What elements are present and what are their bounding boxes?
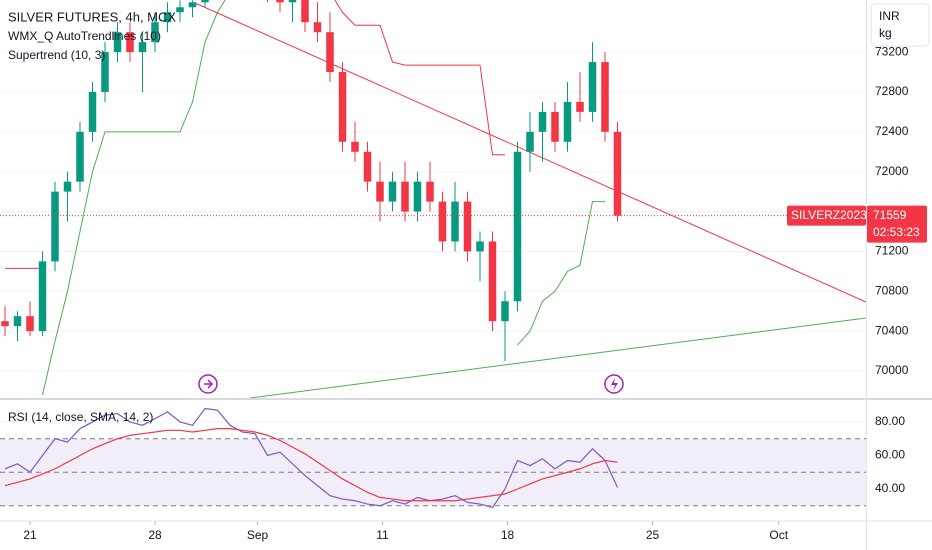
y-tick-label: 70400: [875, 323, 909, 337]
candle-body: [338, 72, 347, 142]
candle-body: [201, 0, 209, 3]
y-tick-label: 72000: [875, 164, 909, 178]
y-tick-label: 72800: [875, 84, 909, 98]
axes: 7000070400708007120071600720007240072800…: [23, 44, 927, 542]
y-tick-label: 70800: [875, 283, 909, 297]
candle-body: [188, 2, 197, 8]
countdown-label: 02:53:23: [873, 225, 920, 239]
candle-body: [101, 52, 109, 92]
x-tick-label: Oct: [769, 528, 788, 542]
candle-body: [288, 0, 297, 3]
candle-body: [163, 12, 172, 23]
candle-body: [426, 181, 434, 202]
candle-body: [376, 181, 384, 202]
candle-body: [488, 241, 497, 322]
candle-body: [276, 0, 284, 3]
candle-body: [13, 316, 22, 327]
symbol-label-box: [787, 205, 866, 226]
rsi-pane: [0, 407, 866, 509]
y-tick-label: 80.00: [875, 414, 905, 428]
candle-body: [51, 191, 59, 262]
currency: INR: [879, 9, 900, 23]
x-tick-label: Sep: [247, 528, 269, 542]
rsi-line: [4, 428, 618, 502]
candle-body: [388, 181, 397, 202]
candle-body: [363, 151, 372, 182]
price-pane: [0, 0, 866, 398]
y-tick-label: 70000: [875, 363, 909, 377]
candle-body: [413, 181, 422, 212]
price-label-box: [867, 205, 927, 243]
candle-body: [26, 316, 34, 332]
candle-body: [463, 201, 472, 252]
candle-body: [126, 32, 134, 53]
y-tick-label: 72400: [875, 124, 909, 138]
candle-body: [38, 261, 47, 332]
candle-body: [313, 22, 322, 33]
candle-body: [538, 111, 547, 132]
y-tick-label: 40.00: [875, 481, 905, 495]
currency-box[interactable]: [870, 3, 930, 47]
candle-body: [501, 301, 509, 322]
candle-body: [176, 7, 184, 13]
x-tick-label: 11: [376, 528, 389, 542]
candle-body: [113, 32, 122, 53]
x-tick-label: 28: [148, 528, 162, 542]
symbol-title[interactable]: SILVER FUTURES, 4h, MCX: [8, 9, 176, 24]
x-tick-label: 21: [23, 528, 37, 542]
candle-body: [63, 181, 72, 192]
candle-body: [613, 131, 622, 216]
indicator-legend[interactable]: WMX_Q AutoTrendlines (10): [8, 29, 161, 43]
supertrend-line: [517, 201, 605, 346]
candle-body: [601, 62, 609, 132]
price-label: 71559: [873, 208, 907, 222]
candle-body: [526, 131, 534, 152]
candle-body: [326, 32, 334, 73]
unit: kg: [879, 26, 892, 40]
candle-body: [301, 0, 309, 23]
x-tick-label: 18: [501, 528, 515, 542]
y-tick-label: 71200: [875, 244, 909, 258]
event-icon[interactable]: [604, 374, 624, 394]
candle-body: [138, 42, 147, 53]
candle-body: [401, 181, 409, 212]
candle-body: [1, 321, 9, 327]
y-tick-label: 60.00: [875, 448, 905, 462]
candle-body: [576, 101, 584, 112]
candle-body: [476, 241, 484, 252]
supertrend-line: [334, 0, 505, 156]
candle-body: [151, 22, 159, 43]
candle-body: [563, 101, 572, 142]
rsi-legend[interactable]: RSI (14, close, SMA, 14, 2): [8, 410, 153, 424]
indicator-legend[interactable]: Supertrend (10, 3): [8, 48, 105, 62]
supertrend-line: [42, 0, 226, 396]
trendline: [249, 317, 866, 398]
candle-body: [438, 201, 447, 242]
rsi-line: [4, 407, 619, 509]
candle-body: [551, 111, 559, 142]
candle-body: [588, 62, 597, 112]
event-icon[interactable]: [198, 374, 218, 394]
y-tick-label: 73200: [875, 44, 909, 58]
candle-body: [351, 141, 359, 152]
candle-body: [88, 91, 97, 132]
candle-body: [76, 131, 84, 182]
candle-body: [451, 201, 459, 242]
candle-body: [513, 151, 522, 302]
symbol-label: SILVERZ2023: [791, 208, 867, 222]
x-tick-label: 25: [646, 528, 660, 542]
